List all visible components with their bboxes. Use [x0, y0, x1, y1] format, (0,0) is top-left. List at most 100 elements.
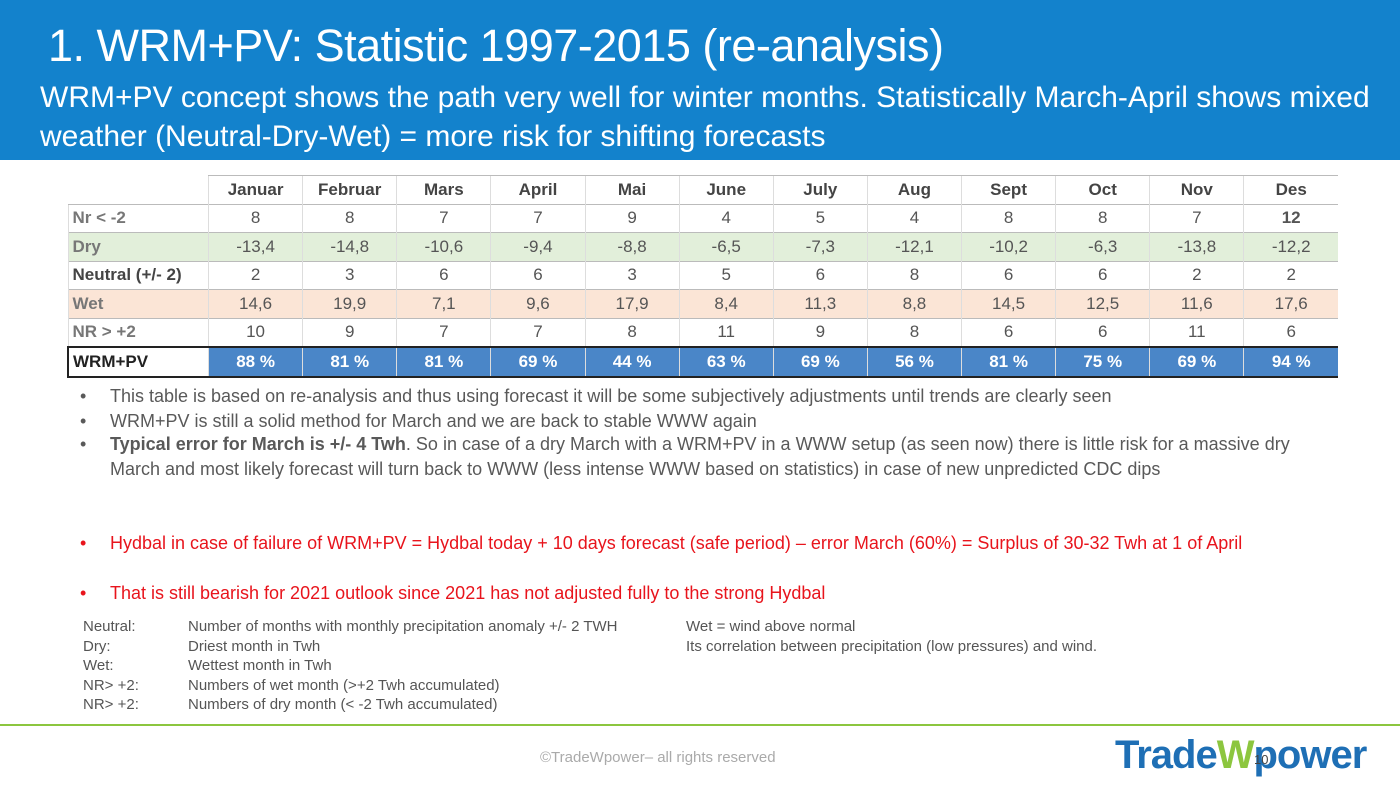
- cell: 10: [207, 317, 303, 347]
- cell: 8,8: [866, 289, 962, 318]
- cell: 8: [960, 203, 1056, 233]
- table-row: Dry -13,4 -14,8 -10,6 -9,4 -8,8 -6,5 -7,3 -12,1-…: [67, 232, 1338, 261]
- cell: 44 %: [584, 346, 680, 378]
- cell: 8: [866, 317, 962, 347]
- definition-term: NR> +2:: [83, 696, 139, 713]
- bullet-marker: •: [80, 386, 87, 406]
- table-row: WRM+PV 88 % 81 % 81 % 69 % 44 % 63 % 69 % 56 % 81…: [67, 346, 1338, 378]
- column-header: Mai: [584, 175, 680, 204]
- cell: 6: [1055, 317, 1150, 347]
- bullet: • Typical error for March is +/- 4 Twh. S…: [80, 432, 1330, 482]
- cell: 7: [1149, 203, 1244, 233]
- column-header: July: [772, 175, 868, 204]
- definition-text: Numbers of dry month (< -2 Twh accumulat…: [188, 696, 498, 713]
- cell: 12,5: [1055, 289, 1150, 318]
- definition-term: Dry:: [83, 637, 111, 655]
- cell: 8: [302, 203, 397, 233]
- cell: -6,5: [678, 232, 774, 261]
- note: Its correlation between precipitation (l…: [686, 637, 1098, 655]
- bullet-marker: •: [80, 583, 87, 603]
- cell: 19,9: [302, 289, 397, 318]
- logo: TradeWpower: [1115, 733, 1367, 778]
- cell: -14,8: [302, 232, 397, 261]
- cell: 11: [1149, 317, 1244, 347]
- cell: 75 %: [1055, 346, 1150, 378]
- bullet-text: Hydbal in case of failure of WRM+PV = Hy…: [110, 533, 1243, 553]
- cell: 9: [584, 203, 680, 233]
- header-row: Januar Februar Mars April Mai June July Aug Sept…: [68, 175, 1338, 205]
- cell: 7: [396, 203, 491, 233]
- definition-term: NR> +2:: [83, 676, 139, 694]
- cell: 2: [207, 260, 303, 290]
- copyright: ©TradeWpower– all rights reserved: [540, 749, 776, 766]
- page-number: 10: [1254, 752, 1269, 767]
- cell: 17,9: [584, 289, 680, 318]
- cell: -8,8: [584, 232, 680, 261]
- bullet-marker: •: [80, 533, 87, 553]
- cell: 6: [772, 260, 868, 290]
- bullet-body: . So in case of a dry March with a WRM+P…: [110, 434, 1290, 479]
- cell: -13,8: [1149, 232, 1244, 261]
- footer-rule: [0, 724, 1400, 726]
- cell: 11,3: [772, 289, 868, 318]
- cell: 7: [396, 317, 491, 347]
- cell: 6: [960, 260, 1056, 290]
- logo-part: W: [1216, 733, 1255, 777]
- bullet-bold: Typical error for March is +/- 4 Twh: [110, 434, 406, 454]
- cell: 8: [207, 203, 303, 233]
- cell: 4: [866, 203, 962, 233]
- column-header: Februar: [302, 175, 397, 204]
- bullet: • This table is based on re-analysis and …: [80, 384, 1330, 409]
- note: Wet = wind above normal: [686, 618, 856, 635]
- cell: 17,6: [1243, 289, 1338, 318]
- cell: 8: [584, 317, 680, 347]
- column-header: Mars: [396, 175, 491, 204]
- column-header: Des: [1243, 175, 1338, 204]
- bullet-text: Typical error for March is +/- 4 Twh. So…: [110, 432, 1330, 482]
- bullet-body: WRM+PV is still a solid method for March…: [110, 411, 757, 431]
- cell: 7: [490, 203, 585, 233]
- definition-text: Wettest month in Twh: [188, 657, 332, 674]
- table-row: Neutral (+/- 2) 2 3 6 6 3 5 6 8 6 6 2 2: [67, 260, 1338, 290]
- row-label: Dry: [67, 232, 209, 261]
- cell: 69 %: [490, 346, 585, 378]
- cell: -10,2: [960, 232, 1056, 261]
- bullet-text: This table is based on re-analysis and t…: [110, 384, 1330, 409]
- cell: 88 %: [207, 346, 303, 378]
- cell: 3: [302, 260, 397, 290]
- bullet-marker: •: [80, 434, 87, 454]
- cell: 2: [1149, 260, 1244, 290]
- definition-term: Neutral:: [83, 618, 136, 635]
- cell: -6,3: [1055, 232, 1150, 261]
- table-row: NR > +2 10 9 7 7 8 11 9 8 6 6 11 6: [67, 317, 1338, 347]
- column-header: Aug: [866, 175, 962, 204]
- cell: 6: [1243, 317, 1338, 347]
- cell: 7,1: [396, 289, 491, 318]
- logo-part: power: [1253, 733, 1367, 777]
- definition-term: Wet:: [83, 657, 114, 674]
- red-bullet: • Hydbal in case of failure of WRM+PV = H…: [80, 531, 1330, 556]
- row-label: Wet: [67, 289, 209, 318]
- cell: 9: [302, 317, 397, 347]
- cell: 6: [1055, 260, 1150, 290]
- row-label: WRM+PV: [67, 346, 209, 378]
- column-header: Nov: [1149, 175, 1244, 204]
- corner-cell: [68, 176, 209, 205]
- title: 1. WRM+PV: Statistic 1997-2015 (re-analy…: [48, 20, 944, 71]
- bullet-text: WRM+PV is still a solid method for March…: [110, 409, 1330, 434]
- bullet-body: This table is based on re-analysis and t…: [110, 386, 1112, 406]
- red-bullet: • That is still bearish for 2021 outlook …: [80, 581, 1330, 606]
- row-label: NR > +2: [67, 317, 209, 347]
- cell: -12,1: [866, 232, 962, 261]
- cell: 6: [396, 260, 491, 290]
- cell: -10,6: [396, 232, 491, 261]
- cell: 7: [490, 317, 585, 347]
- column-header: Sept: [960, 175, 1056, 204]
- cell: 81 %: [302, 346, 397, 378]
- bullet: • WRM+PV is still a solid method for Marc…: [80, 409, 1330, 434]
- subtitle: WRM+PV concept shows the path very well …: [40, 81, 1370, 153]
- row-label: Nr < -2: [67, 203, 209, 233]
- cell: 8,4: [678, 289, 774, 318]
- bullet-marker: •: [80, 411, 87, 431]
- definition-text: Driest month in Twh: [188, 637, 321, 655]
